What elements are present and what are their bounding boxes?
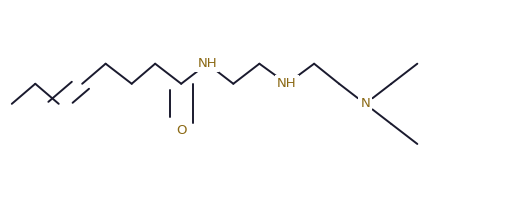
Text: NH: NH — [277, 77, 297, 90]
Text: NH: NH — [198, 57, 217, 70]
Text: O: O — [176, 124, 187, 137]
Text: N: N — [361, 97, 370, 110]
